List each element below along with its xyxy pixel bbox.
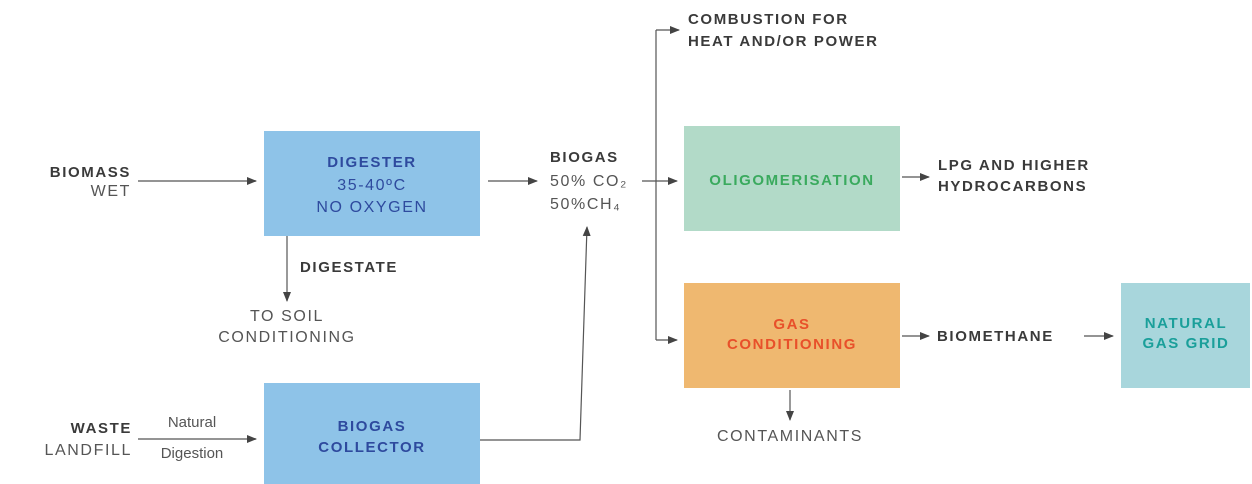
label: BIOGAS (550, 149, 619, 166)
oligomerisation-box (684, 126, 900, 231)
box-title: NATURAL (1145, 315, 1228, 332)
box-title: COLLECTOR (318, 439, 425, 456)
box-title: BIOGAS (338, 418, 407, 435)
output: LPG AND HIGHER (938, 157, 1090, 174)
box-title: OLIGOMERISATION (709, 172, 874, 189)
output: HYDROCARBONS (938, 178, 1087, 195)
output: HEAT AND/OR POWER (688, 33, 879, 50)
arrow (480, 226, 591, 441)
output: COMBUSTION FOR (688, 11, 849, 28)
label: BIOMETHANE (937, 328, 1054, 345)
output: CONTAMINANTS (717, 428, 863, 445)
gas-conditioning-box (684, 283, 900, 388)
digester-box (264, 131, 480, 236)
output: TO SOIL (250, 308, 324, 325)
box-title: GAS (773, 316, 810, 333)
box-title: DIGESTER (327, 154, 416, 171)
input-sub: LANDFILL (45, 442, 133, 459)
collector-box (264, 383, 480, 484)
output: CONDITIONING (218, 329, 355, 346)
input-label: BIOMASS (50, 164, 131, 181)
composition: 50%CH₄ (550, 196, 621, 213)
label: DIGESTATE (300, 259, 398, 276)
composition: 50% CO₂ (550, 173, 628, 190)
input-sub: WET (91, 183, 131, 200)
box-title: GAS GRID (1143, 335, 1230, 352)
box-text: NO OXYGEN (316, 199, 427, 216)
arrow-label: Natural (168, 414, 216, 431)
box-title: CONDITIONING (727, 336, 857, 353)
grid-box (1121, 283, 1250, 388)
input-label: WASTE (71, 420, 132, 437)
box-text: 35-40ºC (337, 177, 407, 194)
arrow-label: Digestion (161, 445, 224, 462)
